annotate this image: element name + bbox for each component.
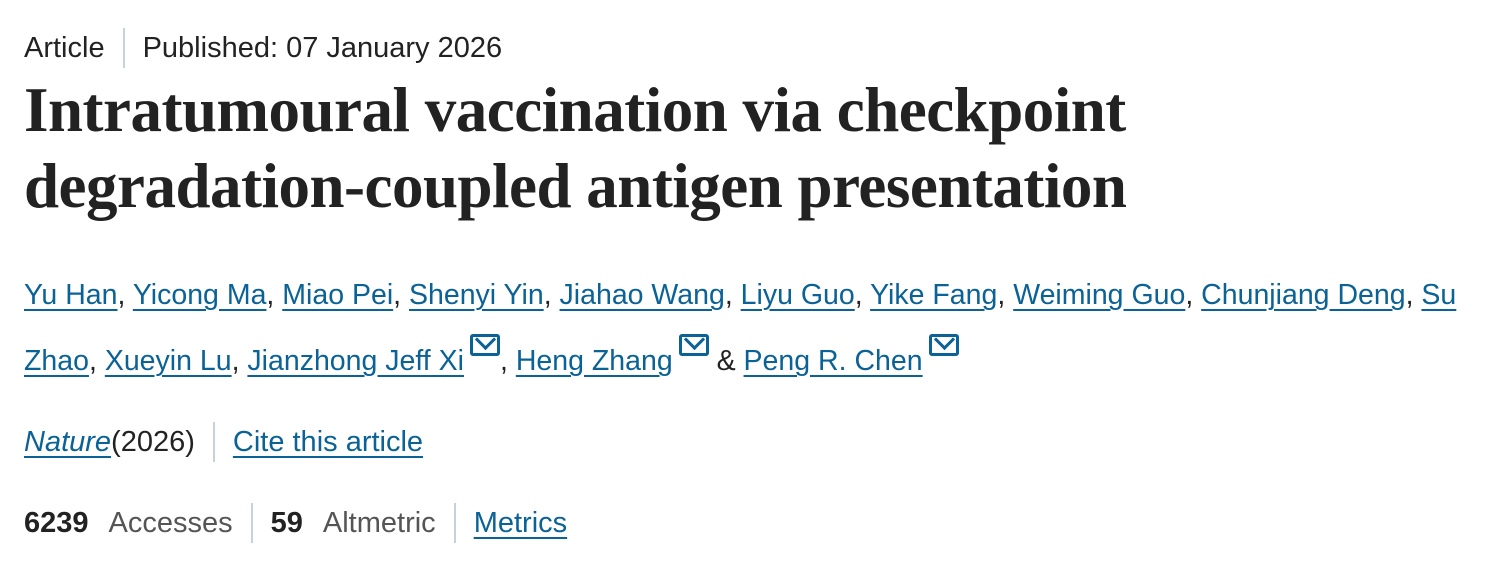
author-separator: & xyxy=(708,345,744,377)
author-link[interactable]: Shenyi Yin xyxy=(409,279,544,311)
divider xyxy=(453,503,456,543)
author-separator: , xyxy=(88,345,105,377)
divider xyxy=(250,503,253,543)
author-separator: , xyxy=(854,279,871,311)
author-separator: , xyxy=(997,279,1014,311)
author-link[interactable]: Jianzhong Jeff Xi xyxy=(247,345,464,377)
author-list: Yu Han, Yicong Ma, Miao Pei, Shenyi Yin,… xyxy=(24,262,1499,394)
author-link[interactable]: Heng Zhang xyxy=(515,345,673,377)
email-icon[interactable] xyxy=(928,334,959,356)
author-separator: , xyxy=(117,279,133,311)
author-link[interactable]: Yicong Ma xyxy=(132,279,267,311)
citation-line: Nature (2026) Cite this article xyxy=(24,422,423,462)
article-title: Intratumoural vaccination via checkpoint… xyxy=(24,75,1127,221)
author-link[interactable]: Liyu Guo xyxy=(740,279,855,311)
cite-article-link[interactable]: Cite this article xyxy=(232,425,424,458)
published-date: Published: 07 January 2026 xyxy=(142,31,503,64)
author-separator: , xyxy=(1405,279,1422,311)
author-link[interactable]: Weiming Guo xyxy=(1013,279,1186,311)
altmetric-score: 59 xyxy=(270,506,303,539)
author-separator: , xyxy=(499,345,516,377)
author-separator: , xyxy=(266,279,283,311)
author-link[interactable]: Yu Han xyxy=(24,279,118,311)
author-link[interactable]: Yike Fang xyxy=(870,279,998,311)
author-separator: , xyxy=(543,279,560,311)
author-separator: , xyxy=(1185,279,1202,311)
author-separator: , xyxy=(393,279,409,311)
email-icon[interactable] xyxy=(678,334,709,356)
author-separator: , xyxy=(231,345,248,377)
author-link[interactable]: Miao Pei xyxy=(282,279,394,311)
author-link[interactable]: Su Zhao xyxy=(24,279,1457,377)
author-link[interactable]: Xueyin Lu xyxy=(104,345,232,377)
accesses-count: 6239 xyxy=(24,506,89,539)
journal-link[interactable]: Nature xyxy=(24,425,112,458)
metrics-bar: 6239 Accesses 59 Altmetric Metrics xyxy=(24,503,567,543)
author-link[interactable]: Peng R. Chen xyxy=(743,345,923,377)
author-link[interactable]: Chunjiang Deng xyxy=(1201,279,1406,311)
accesses-label: Accesses xyxy=(108,506,233,539)
article-type: Article xyxy=(24,31,105,64)
author-separator: , xyxy=(724,279,741,311)
divider xyxy=(212,422,215,462)
altmetric-label: Altmetric xyxy=(322,506,436,539)
email-icon[interactable] xyxy=(469,334,500,356)
author-link[interactable]: Jiahao Wang xyxy=(559,279,725,311)
metrics-link[interactable]: Metrics xyxy=(473,506,568,539)
article-meta: Article Published: 07 January 2026 xyxy=(24,28,502,68)
divider xyxy=(122,28,125,68)
journal-year: (2026) xyxy=(111,425,195,458)
